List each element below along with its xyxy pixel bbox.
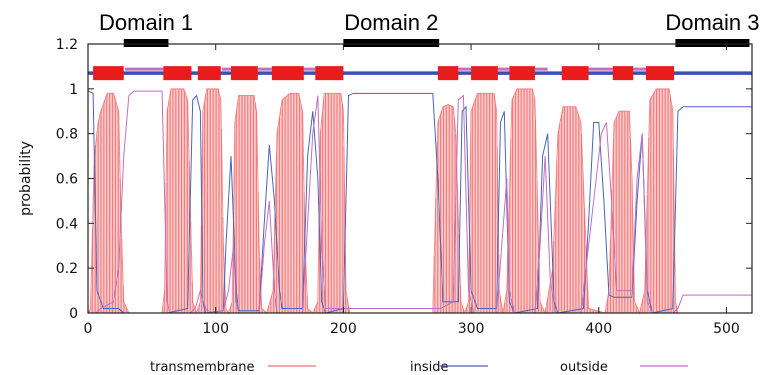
x-tick-label: 400 [585,321,612,337]
series-inside [87,90,752,314]
topology-tm-segment [93,66,124,81]
y-tick-label: 0 [69,306,78,322]
domain-bar [343,39,440,47]
topology-tm-segment [231,66,258,81]
y-tick-label: 0.4 [56,216,78,232]
topology-tm-segment [271,66,304,81]
topology-tm-segment [163,66,192,81]
x-axis-ticks: 0 100 200 300 400 500 [84,44,740,337]
domain-bar [123,39,169,47]
x-tick-label: 200 [330,321,357,337]
domain-annotations: Domain 1 Domain 2 Domain 3 [99,10,759,47]
y-axis-label: probability [18,141,34,216]
y-tick-label: 0.8 [56,127,78,143]
y-tick-label: 1 [69,82,78,98]
legend-label-outside: outside [560,360,608,375]
y-tick-label: 0.6 [56,172,78,188]
legend-label-transmembrane: transmembrane [150,360,255,375]
topology-tm-segment [509,66,535,81]
x-tick-label: 100 [202,321,229,337]
legend: transmembrane inside outside [150,360,688,375]
x-tick-label: 500 [713,321,740,337]
series-outside [88,90,752,314]
topology-tm-segment [437,66,459,81]
y-tick-label: 0.2 [56,261,78,277]
series-transmembrane-line [87,88,752,315]
series-transmembrane [87,88,752,315]
series-transmembrane-stripes [89,88,677,313]
topology-tm-segment [646,66,675,81]
domain-label: Domain 1 [99,10,193,35]
domain-label: Domain 2 [344,10,438,35]
topology-tm-segment [315,66,344,81]
topology-tm-segment [612,66,634,81]
topology-tm-segment [471,66,498,81]
y-axis-ticks: 0 0.2 0.4 0.6 0.8 1 1.2 [56,37,752,322]
x-tick-label: 300 [458,321,485,337]
topology-tm-segment [197,66,221,81]
x-tick-label: 0 [84,321,93,337]
series-area [87,88,752,315]
topology-tm-segment [561,66,589,81]
series-inside-line [87,90,752,314]
domain-label: Domain 3 [665,10,759,35]
series-outside-line [88,90,752,314]
topology-track [88,66,752,81]
legend-label-inside: inside [410,360,449,375]
domain-bar [675,39,750,47]
y-tick-label: 1.2 [56,37,78,53]
